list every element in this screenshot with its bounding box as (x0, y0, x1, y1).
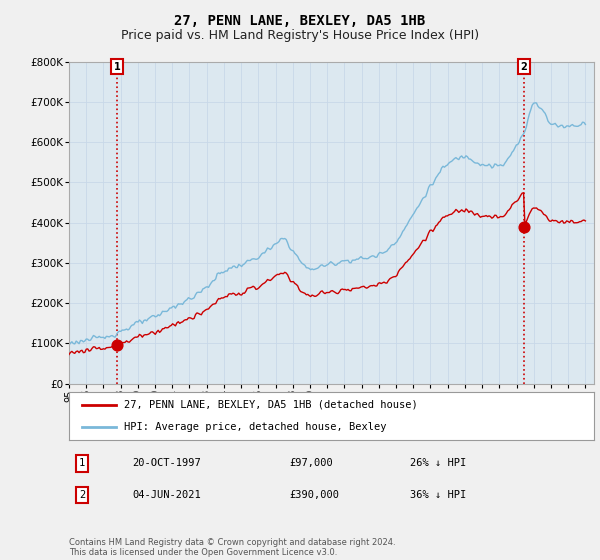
Text: 27, PENN LANE, BEXLEY, DA5 1HB (detached house): 27, PENN LANE, BEXLEY, DA5 1HB (detached… (124, 400, 418, 410)
Text: £390,000: £390,000 (290, 490, 340, 500)
Text: 1: 1 (114, 62, 121, 72)
Point (112, 340, 122, 349)
Text: Contains HM Land Registry data © Crown copyright and database right 2024.
This d: Contains HM Land Registry data © Crown c… (69, 538, 395, 557)
Text: 36% ↓ HPI: 36% ↓ HPI (410, 490, 467, 500)
Text: 20-OCT-1997: 20-OCT-1997 (132, 459, 201, 468)
Text: 04-JUN-2021: 04-JUN-2021 (132, 490, 201, 500)
Text: 1: 1 (79, 459, 85, 468)
Text: Price paid vs. HM Land Registry's House Price Index (HPI): Price paid vs. HM Land Registry's House … (121, 29, 479, 42)
Text: 2: 2 (520, 62, 527, 72)
Text: 2: 2 (79, 490, 85, 500)
Text: 27, PENN LANE, BEXLEY, DA5 1HB: 27, PENN LANE, BEXLEY, DA5 1HB (175, 14, 425, 28)
Text: 26% ↓ HPI: 26% ↓ HPI (410, 459, 467, 468)
Point (519, 222, 529, 231)
Text: HPI: Average price, detached house, Bexley: HPI: Average price, detached house, Bexl… (124, 422, 386, 432)
Text: £97,000: £97,000 (290, 459, 333, 468)
